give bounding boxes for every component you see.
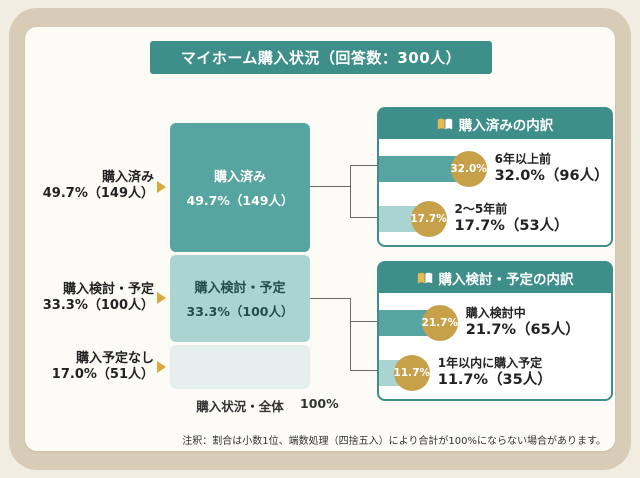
connector-line [310, 298, 350, 299]
callout-value: 17.0%（51人） [51, 367, 154, 383]
page-title: マイホーム購入状況（回答数：300人） [150, 41, 492, 74]
breakdown-row: 11.7% 1年以内に購入予定 11.7%（35人） [379, 351, 607, 395]
breakdown-row: 32.0% 6年以上前 32.0%（96人） [379, 147, 609, 191]
percent-badge: 32.0% [450, 151, 487, 187]
percent-badge: 11.7% [394, 355, 430, 391]
segment-considering: 購入検討・予定 33.3%（100人） [170, 255, 310, 342]
panel-body: 21.7% 購入検討中 21.7%（65人） 11.7% 1年以内に購入予定 1… [379, 293, 611, 399]
connector-line [350, 370, 377, 371]
segment-label: 購入検討・予定 [194, 281, 286, 296]
arrow-right-icon [157, 361, 166, 373]
segment-value: 33.3%（100人） [186, 304, 294, 319]
arrow-right-icon [157, 181, 166, 193]
row-value: 11.7%（35人） [437, 372, 552, 389]
callout-value: 49.7%（149人） [42, 186, 154, 202]
axis-label: 購入状況・全体 [196, 399, 284, 414]
segment-no-plan [170, 344, 310, 389]
segment-purchased: 購入済み 49.7%（149人） [170, 123, 310, 253]
connector-line [350, 321, 377, 322]
segment-label: 購入済み [213, 170, 266, 186]
callout-purchased: 購入済み 49.7%（149人） [22, 170, 154, 203]
row-text: 購入検討中 21.7%（65人） [466, 306, 580, 340]
panel-title: 購入検討・予定の内訳 [438, 272, 574, 288]
callout-no-plan: 購入予定なし 17.0%（51人） [22, 351, 154, 384]
row-label: 1年以内に購入予定 [437, 355, 543, 370]
percent-badge: 21.7% [422, 305, 458, 341]
book-icon [437, 118, 453, 131]
panel-title: 購入済みの内訳 [458, 118, 554, 134]
callout-value: 33.3%（100人） [42, 298, 154, 314]
breakdown-panel-purchased: 購入済みの内訳 32.0% 6年以上前 32.0%（96人） 17.7% 2～5… [377, 107, 613, 247]
row-text: 6年以上前 32.0%（96人） [495, 152, 609, 186]
callout-label: 購入予定なし [75, 351, 154, 366]
panel-header: 購入済みの内訳 [379, 109, 611, 139]
footnote: 注釈：割合は小数1位、端数処理（四捨五入）により合計が100%にならない場合があ… [182, 436, 606, 447]
arrow-right-icon [157, 292, 166, 304]
axis-total: 100% [300, 396, 339, 411]
row-value: 17.7%（53人） [454, 218, 569, 235]
panel-body: 32.0% 6年以上前 32.0%（96人） 17.7% 2～5年前 17.7%… [379, 139, 611, 245]
connector-line [350, 217, 377, 218]
row-value: 32.0%（96人） [494, 168, 609, 185]
percent-badge: 17.7% [410, 201, 447, 237]
connector-line [350, 298, 351, 371]
callout-label: 購入済み [101, 170, 154, 185]
row-label: 6年以上前 [494, 151, 551, 166]
row-text: 2～5年前 17.7%（53人） [455, 202, 569, 236]
callout-label: 購入検討・予定 [62, 282, 154, 297]
connector-line [310, 186, 350, 187]
panel-header: 購入検討・予定の内訳 [379, 263, 611, 293]
book-icon [417, 272, 433, 285]
connector-line [350, 165, 377, 166]
row-label: 2～5年前 [454, 201, 508, 216]
callout-considering: 購入検討・予定 33.3%（100人） [22, 282, 154, 315]
breakdown-panel-considering: 購入検討・予定の内訳 21.7% 購入検討中 21.7%（65人） 11.7% … [377, 261, 613, 401]
row-text: 1年以内に購入予定 11.7%（35人） [438, 356, 552, 390]
connector-line [350, 165, 351, 218]
stacked-bar: 購入済み 49.7%（149人） 購入検討・予定 33.3%（100人） [170, 123, 310, 392]
breakdown-row: 17.7% 2～5年前 17.7%（53人） [379, 197, 607, 241]
row-value: 21.7%（65人） [465, 322, 580, 339]
segment-value: 49.7%（149人） [186, 193, 294, 209]
breakdown-row: 21.7% 購入検討中 21.7%（65人） [379, 301, 607, 345]
row-label: 購入検討中 [465, 305, 526, 320]
